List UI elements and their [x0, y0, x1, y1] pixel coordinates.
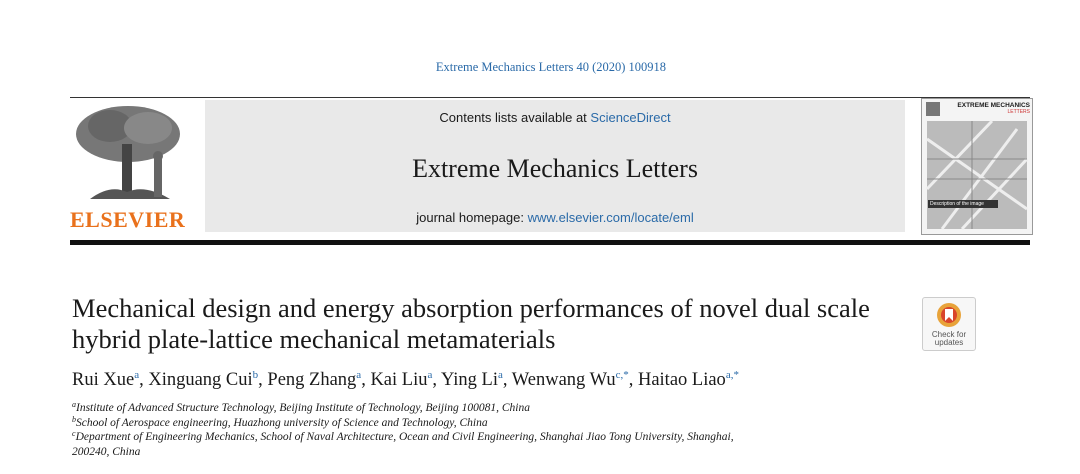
affiliation-label: c — [72, 429, 76, 438]
author-affiliation[interactable]: c,* — [615, 369, 629, 381]
journal-band: Contents lists available at ScienceDirec… — [205, 100, 905, 232]
publisher: ELSEVIER — [70, 207, 186, 232]
separator: , — [628, 370, 638, 390]
affiliation-label: a — [72, 400, 76, 409]
cover-art — [925, 102, 1029, 231]
badge-text: Check for — [931, 330, 967, 339]
author-name: Ying Li — [440, 370, 498, 390]
article-title: Mechanical design and energy absorption … — [72, 293, 870, 354]
homepage-line: journal homepage: www.elsevier.com/locat… — [205, 210, 905, 225]
author-affiliation[interactable]: a — [427, 369, 433, 381]
separator: , — [139, 370, 149, 390]
badge-text: updates — [934, 338, 964, 347]
separator: , — [258, 370, 268, 390]
affiliations: aInstitute of Advanced Structure Technol… — [72, 401, 752, 459]
affiliation-text: Department of Engineering Mechanics, Sch… — [72, 431, 734, 458]
text: journal homepage: — [416, 210, 528, 225]
citation: Extreme Mechanics Letters 40 (2020) 1009… — [435, 60, 667, 74]
affiliation-text: Institute of Advanced Structure Technolo… — [76, 402, 530, 414]
affiliation: aInstitute of Advanced Structure Technol… — [72, 401, 752, 416]
author-affiliation[interactable]: a — [356, 369, 362, 381]
affiliation: cDepartment of Engineering Mechanics, Sc… — [72, 430, 752, 459]
author-affiliation[interactable]: a — [134, 369, 140, 381]
author-name: Kai Liu — [370, 370, 428, 390]
check-updates[interactable]: Check for updates — [922, 297, 976, 351]
elsevier-logo — [76, 106, 180, 199]
rule — [70, 240, 1030, 245]
author-affiliation[interactable]: b — [252, 369, 259, 381]
author-affiliation[interactable]: a,* — [725, 369, 739, 381]
cover-description: Description of the image — [928, 200, 998, 208]
affiliation-label: b — [72, 414, 76, 424]
journal-name: Extreme Mechanics Letters — [412, 154, 698, 183]
cover-title: EXTREME MECHANICS — [957, 102, 1030, 109]
cover-subtitle: LETTERS — [1007, 109, 1030, 115]
separator: , — [432, 370, 441, 390]
contents-line: Contents lists available at ScienceDirec… — [205, 110, 905, 125]
affiliation: bSchool of Aerospace engineering, Huazho… — [72, 414, 752, 431]
author-affiliation[interactable]: a — [497, 369, 503, 381]
journal-cover: EXTREME MECHANICS LETTERS Description of… — [921, 98, 1033, 235]
rule — [70, 97, 1030, 98]
check-icon — [937, 303, 961, 327]
author-name: Wenwang Wu — [511, 370, 616, 390]
separator: , — [361, 370, 371, 390]
authors: Rui Xuea, Xinguang Cuib, Peng Zhanga, Ka… — [72, 370, 739, 391]
link[interactable]: ScienceDirect — [590, 110, 671, 125]
affiliation-text: School of Aerospace engineering, Huazhon… — [76, 416, 488, 429]
author-name: Xinguang Cui — [148, 370, 253, 390]
author-name: Peng Zhang — [267, 370, 357, 390]
link[interactable]: www.elsevier.com/locate/eml — [527, 210, 694, 225]
author-name: Haitao Liao — [637, 370, 726, 390]
separator: , — [502, 370, 512, 390]
text: Contents lists available at — [439, 110, 591, 125]
author-name: Rui Xue — [72, 370, 135, 390]
